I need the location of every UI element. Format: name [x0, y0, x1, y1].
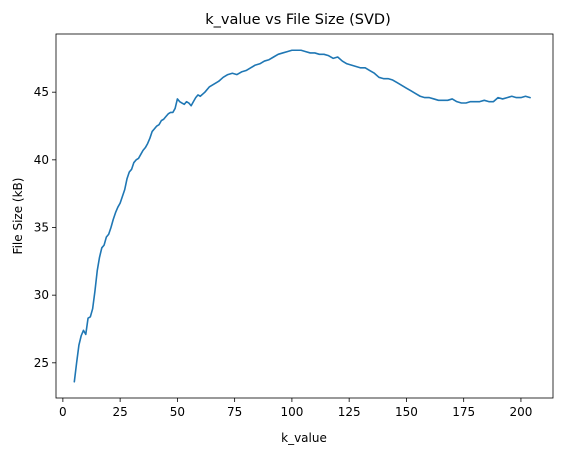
x-tick-label: 150 [395, 405, 418, 419]
x-tick-label: 100 [280, 405, 303, 419]
y-tick-label: 40 [34, 153, 49, 167]
y-tick-label: 35 [34, 221, 49, 235]
x-tick-label: 0 [59, 405, 67, 419]
x-tick-label: 25 [112, 405, 127, 419]
y-axis-ticks: 25 30 35 40 45 [34, 85, 56, 370]
y-tick-label: 45 [34, 85, 49, 99]
x-axis-ticks: 0 25 50 75 100 125 150 175 200 [59, 398, 532, 419]
x-axis-label: k_value [281, 431, 327, 445]
y-tick-label: 30 [34, 288, 49, 302]
plot-frame [55, 33, 554, 399]
series-line [73, 49, 531, 383]
x-tick-label: 125 [338, 405, 361, 419]
y-tick-label: 25 [34, 356, 49, 370]
x-tick-label: 75 [227, 405, 242, 419]
x-tick-label: 175 [452, 405, 475, 419]
x-tick-label: 50 [170, 405, 185, 419]
x-tick-label: 200 [509, 405, 532, 419]
chart-title: k_value vs File Size (SVD) [205, 12, 390, 28]
y-axis-label: File Size (kB) [11, 178, 25, 255]
